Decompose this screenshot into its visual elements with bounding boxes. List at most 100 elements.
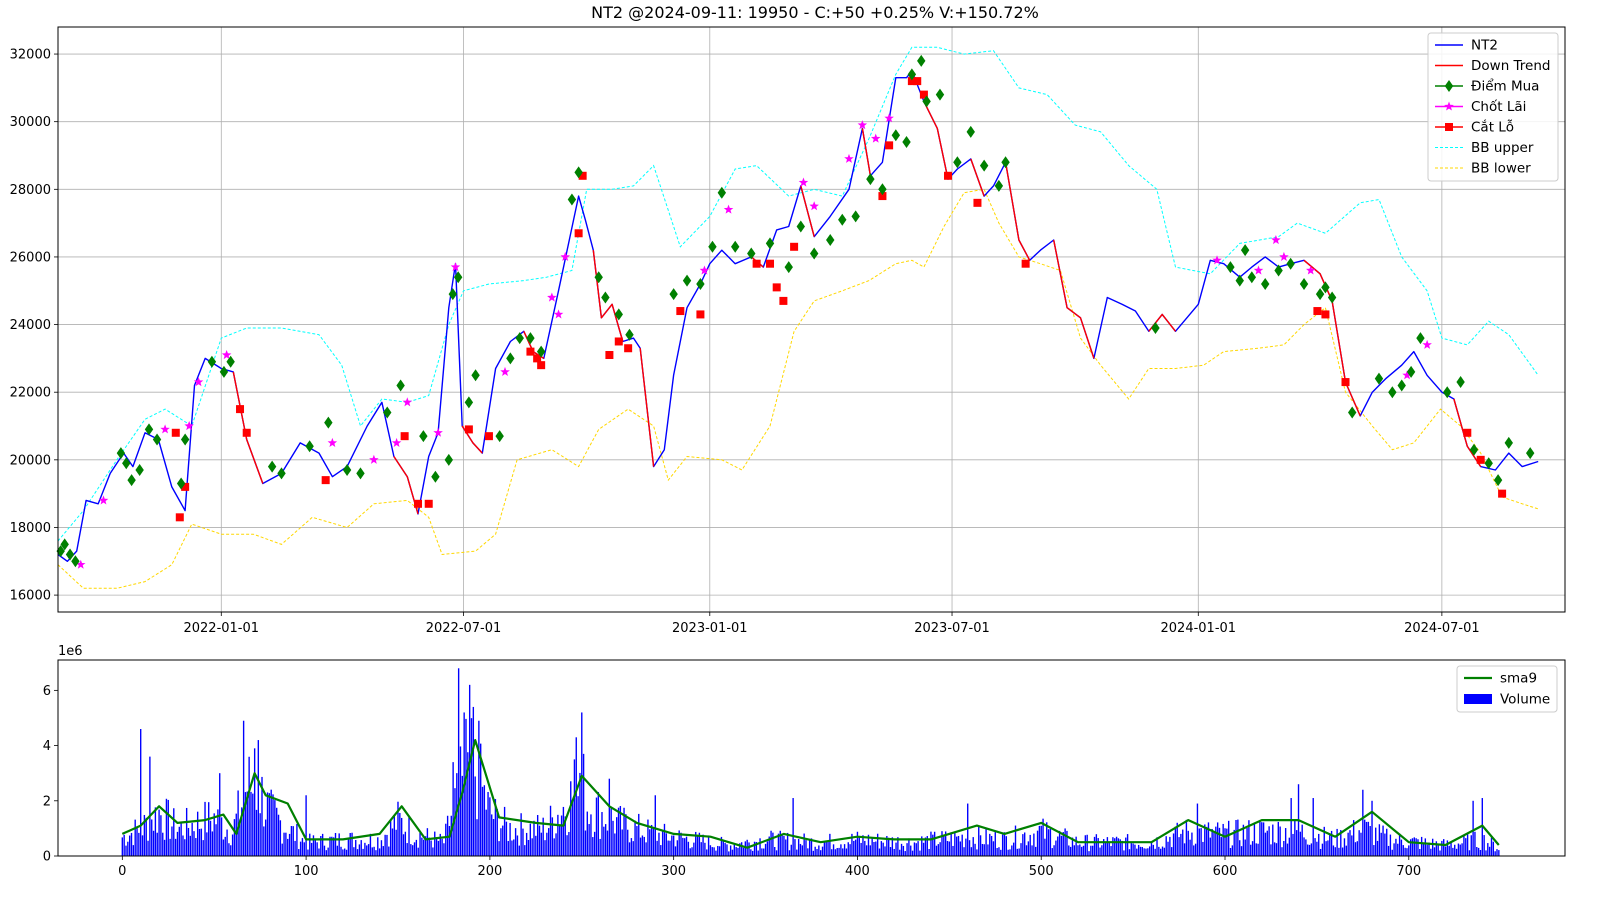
buy-marker <box>396 379 405 392</box>
buy-marker <box>526 332 535 345</box>
volume-bar <box>669 840 671 856</box>
volume-bar <box>292 826 294 856</box>
volume-bar <box>1345 845 1347 856</box>
volume-bar <box>1007 849 1009 856</box>
volume-bar <box>140 729 142 856</box>
buy-marker <box>219 365 229 378</box>
volume-bar <box>1382 825 1384 856</box>
buy-marker <box>431 470 440 483</box>
volume-tick-label-y: 4 <box>43 739 51 754</box>
buy-marker <box>464 396 474 409</box>
volume-bar <box>410 844 412 856</box>
volume-bar <box>1384 833 1386 856</box>
volume-bar <box>564 816 566 856</box>
buy-marker <box>207 355 217 368</box>
volume-bar <box>1332 845 1335 856</box>
volume-bar <box>647 819 649 856</box>
volume-bar <box>1193 845 1195 856</box>
volume-bar <box>1128 849 1131 856</box>
buy-marker <box>65 548 75 561</box>
volume-bar <box>193 831 195 856</box>
volume-bar <box>1435 841 1438 856</box>
volume-bar <box>981 843 984 856</box>
volume-bar <box>1408 845 1410 856</box>
price-tick-label-y: 18000 <box>10 521 51 536</box>
volume-bar <box>672 835 675 856</box>
volume-bar <box>1194 843 1197 856</box>
volume-bar <box>599 838 601 856</box>
volume-bar <box>750 849 752 856</box>
volume-bar <box>502 825 504 856</box>
price-tick-label-y: 24000 <box>10 318 51 333</box>
volume-tick-label-x: 200 <box>477 864 502 879</box>
volume-bar <box>1420 836 1423 856</box>
volume-bar <box>551 817 554 856</box>
volume-bar <box>143 814 146 856</box>
volume-bar <box>1441 840 1443 856</box>
buy-marker <box>536 345 546 358</box>
volume-bar <box>301 838 304 856</box>
volume-bar <box>404 831 407 856</box>
volume-bar <box>1319 848 1322 856</box>
volume-bar <box>1476 847 1478 856</box>
volume-bar <box>1125 837 1127 856</box>
volume-bar <box>331 836 333 856</box>
volume-bar <box>518 845 520 856</box>
volume-bar <box>781 833 783 856</box>
volume-bar <box>1494 851 1496 856</box>
volume-bar <box>707 835 710 856</box>
volume-bar <box>1213 831 1215 856</box>
volume-bar <box>696 835 699 856</box>
volume-bar <box>1411 838 1414 856</box>
volume-bar <box>264 819 267 856</box>
buy-marker <box>419 430 428 443</box>
buy-marker <box>966 125 975 138</box>
volume-bar <box>266 792 269 856</box>
volume-bar <box>928 848 930 856</box>
volume-bar <box>239 819 241 856</box>
volume-bar <box>1477 847 1480 856</box>
volume-bar <box>1360 832 1362 856</box>
volume-bar <box>1299 831 1302 856</box>
volume-bar <box>704 842 706 856</box>
volume-bar <box>342 849 344 856</box>
volume-bar <box>665 833 667 856</box>
volume-bar <box>882 842 884 856</box>
volume-bar <box>884 846 886 856</box>
take-profit-marker <box>884 113 894 123</box>
volume-bar <box>303 842 305 856</box>
buy-marker <box>796 220 805 233</box>
volume-bar <box>1264 832 1267 856</box>
stop-loss-marker <box>885 141 894 150</box>
take-profit-marker <box>871 133 881 143</box>
volume-bar <box>246 791 248 856</box>
volume-bar <box>1084 835 1087 856</box>
volume-bar <box>650 824 653 856</box>
stop-loss-marker <box>605 351 614 360</box>
volume-bar <box>1011 845 1013 856</box>
volume-bar <box>1046 822 1048 856</box>
volume-bar <box>1099 847 1101 856</box>
volume-bar <box>972 837 974 856</box>
buy-marker <box>342 463 352 476</box>
volume-bar <box>959 841 962 856</box>
volume-tick-label-x: 100 <box>294 864 319 879</box>
volume-bar <box>481 786 484 856</box>
volume-bar <box>1305 839 1307 856</box>
volume-bar <box>1132 843 1134 856</box>
buy-marker <box>1001 156 1010 169</box>
buy-marker <box>1240 244 1250 257</box>
volume-bar <box>230 845 232 856</box>
volume-bar <box>242 720 245 856</box>
buy-marker <box>56 545 65 558</box>
buy-marker <box>152 433 162 446</box>
volume-bar <box>590 814 592 856</box>
volume-bar <box>678 830 680 856</box>
volume-bar <box>820 850 822 856</box>
volume-bar <box>202 840 204 856</box>
volume-bar <box>1496 849 1498 856</box>
buy-marker <box>1321 281 1330 294</box>
volume-bar <box>329 836 331 856</box>
volume-bar <box>1233 829 1235 856</box>
volume-bar <box>814 846 816 856</box>
